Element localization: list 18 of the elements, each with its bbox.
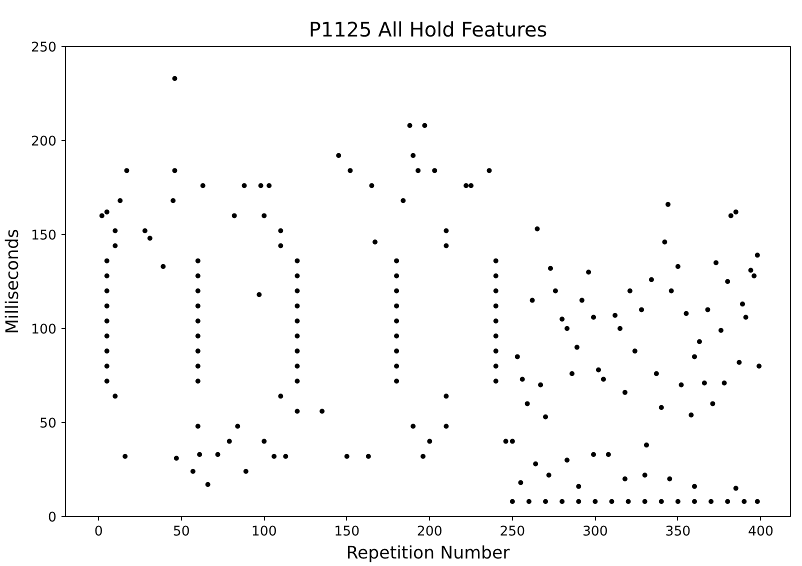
x-tick-label: 400 [748,524,774,540]
y-axis-title: Milliseconds [3,228,24,334]
chart-title: P1125 All Hold Features [308,18,548,42]
x-tick-label: 150 [334,524,360,540]
x-tick-label: 100 [251,524,277,540]
y-tick-label: 0 [48,510,57,526]
x-tick-label: 350 [665,524,691,540]
y-tick-label: 100 [31,322,57,338]
y-tick-label: 50 [40,416,57,432]
y-tick-label: 150 [31,228,57,244]
y-tick-label: 250 [31,40,57,56]
x-tick-label: 250 [500,524,526,540]
x-tick-label: 50 [172,524,190,540]
x-tick-label: 200 [416,524,442,540]
x-axis-title: Repetition Number [346,544,511,564]
y-tick-label: 200 [31,134,57,150]
x-tick-label: 300 [582,524,608,540]
x-tick-label: 0 [94,524,103,540]
